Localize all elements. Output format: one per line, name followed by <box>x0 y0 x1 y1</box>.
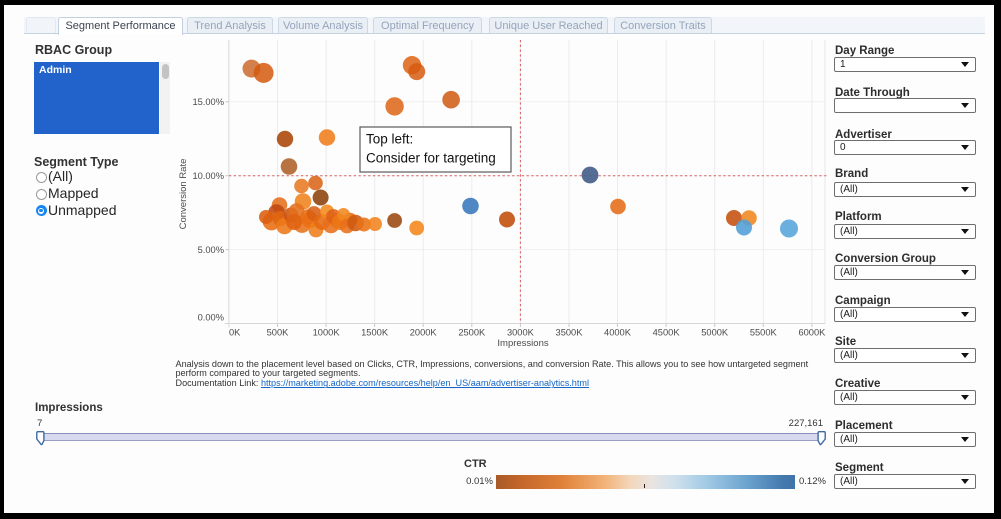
svg-text:0K: 0K <box>229 327 241 337</box>
svg-text:5500K: 5500K <box>750 327 778 337</box>
svg-text:1000K: 1000K <box>313 327 341 337</box>
svg-text:Impressions: Impressions <box>497 338 548 349</box>
svg-text:15.00%: 15.00% <box>192 97 224 107</box>
svg-text:3000K: 3000K <box>507 327 535 337</box>
svg-text:6000K: 6000K <box>798 327 826 337</box>
svg-text:Conversion Rate: Conversion Rate <box>178 159 189 230</box>
svg-text:Consider for targeting: Consider for targeting <box>366 151 496 166</box>
svg-text:1500K: 1500K <box>361 327 389 337</box>
svg-text:5000K: 5000K <box>701 327 729 337</box>
svg-text:4500K: 4500K <box>653 327 681 337</box>
svg-text:10.00%: 10.00% <box>192 171 224 181</box>
svg-text:2000K: 2000K <box>410 327 438 337</box>
svg-text:5.00%: 5.00% <box>198 245 224 255</box>
svg-text:500K: 500K <box>267 327 290 337</box>
svg-text:Top left:: Top left: <box>366 132 413 147</box>
svg-text:3500K: 3500K <box>556 327 584 337</box>
svg-text:4000K: 4000K <box>604 327 632 337</box>
svg-text:0.00%: 0.00% <box>198 313 224 323</box>
svg-text:2500K: 2500K <box>458 327 486 337</box>
